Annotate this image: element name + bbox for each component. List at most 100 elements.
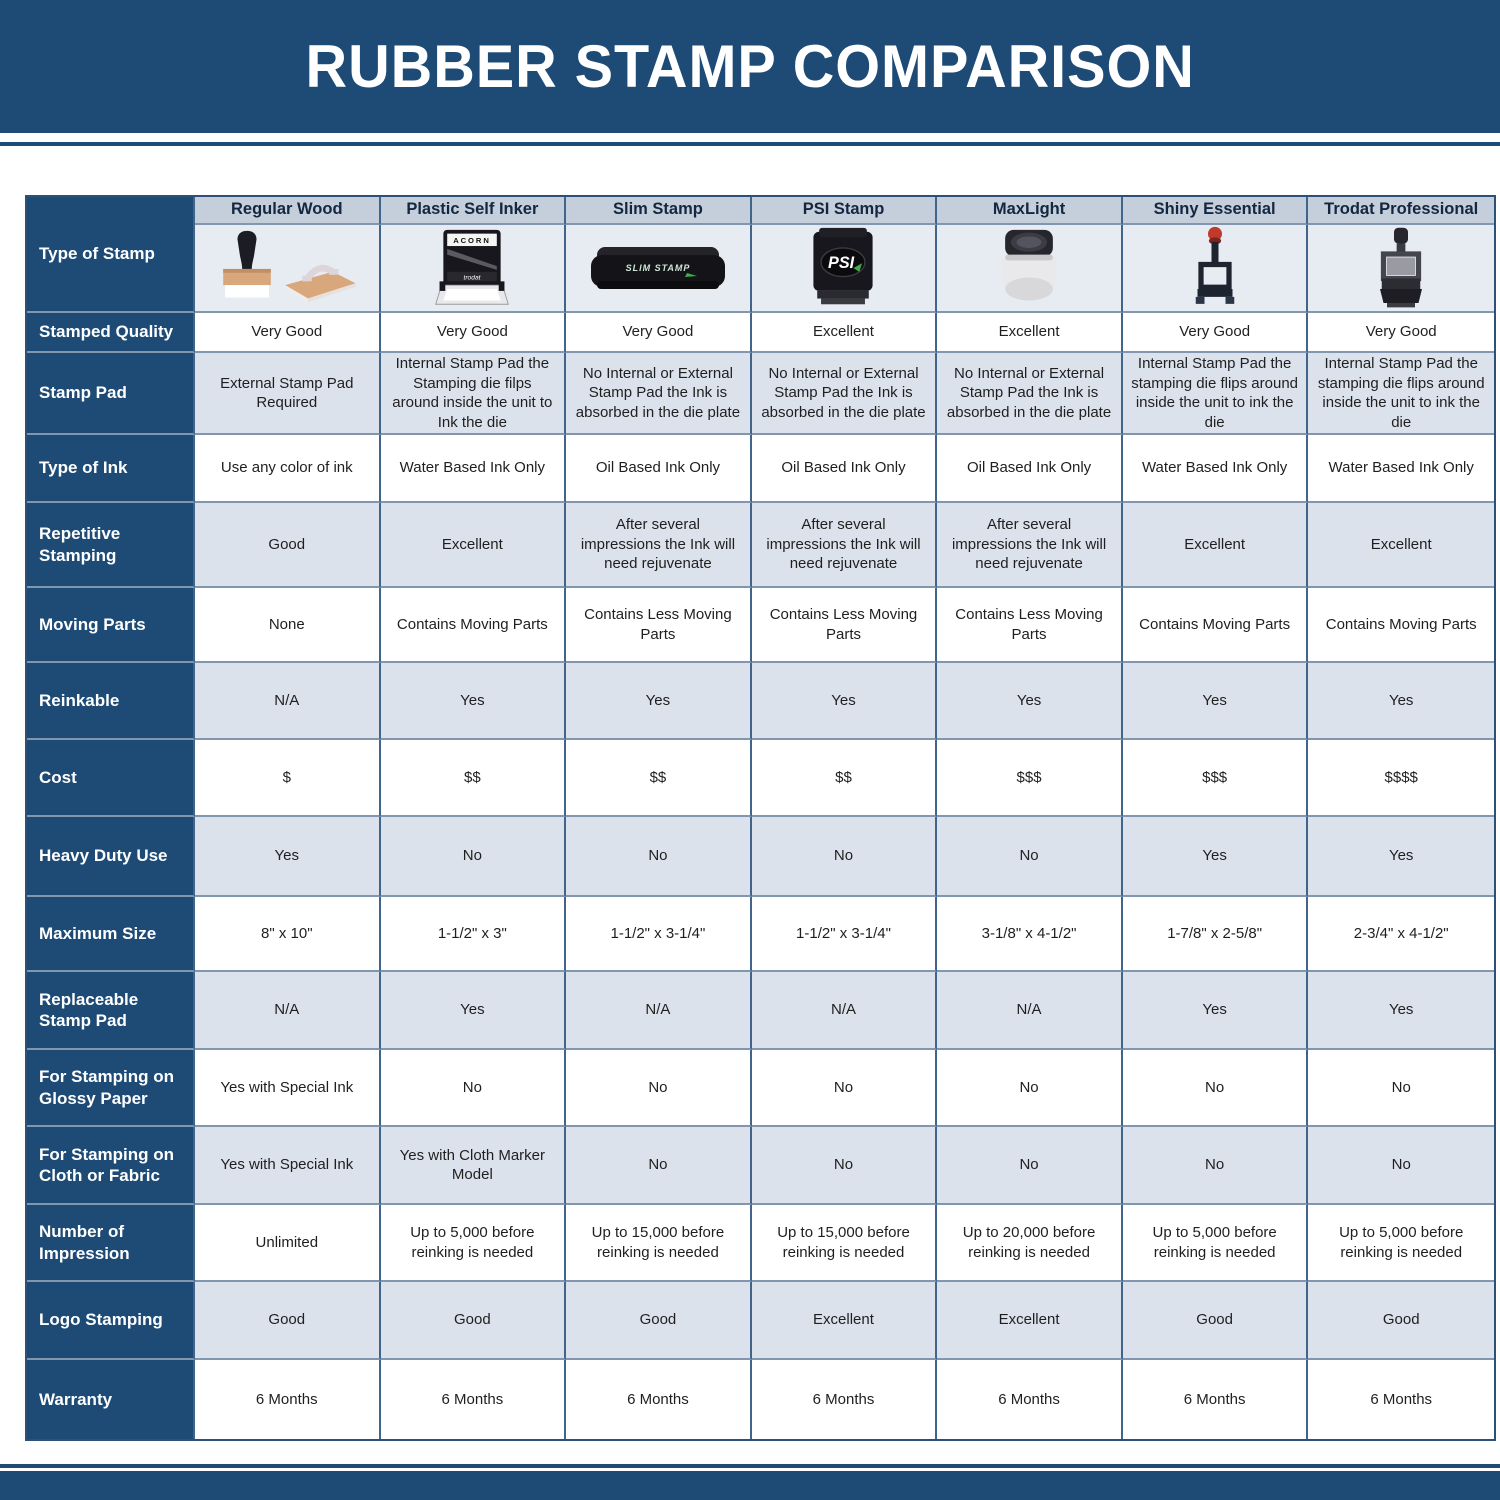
table-cell: Yes: [380, 972, 567, 1050]
row-label-type-of-stamp: Type of Stamp: [27, 197, 195, 313]
table-cell: 6 Months: [195, 1360, 381, 1439]
svg-text:SLIM STAMP: SLIM STAMP: [626, 263, 691, 273]
row-label-number-of-impression: Number of Impression: [27, 1205, 195, 1282]
table-cell: 6 Months: [937, 1360, 1123, 1439]
table-cell: $$: [566, 740, 752, 817]
table-cell: $$: [380, 740, 567, 817]
row-label-heavy-duty-use: Heavy Duty Use: [27, 817, 195, 897]
table-cell: Up to 15,000 before reinking is needed: [751, 1205, 938, 1282]
trodat-professional-stamp-image: [1308, 225, 1494, 313]
table-cell: 8" x 10": [195, 897, 381, 972]
row-label-cost: Cost: [27, 740, 195, 817]
psi-stamp-image: PSI: [751, 225, 938, 313]
table-cell: Yes: [566, 663, 752, 740]
table-cell: No Internal or External Stamp Pad the In…: [751, 353, 938, 435]
table-cell: Up to 5,000 before reinking is needed: [1122, 1205, 1309, 1282]
table-cell: N/A: [566, 972, 752, 1050]
table-cell: No Internal or External Stamp Pad the In…: [566, 353, 752, 435]
row-label-stamped-quality: Stamped Quality: [27, 313, 195, 353]
table-cell: Good: [195, 1282, 381, 1360]
table-cell: No: [1122, 1050, 1309, 1127]
row-label-reinkable: Reinkable: [27, 663, 195, 740]
table-cell: No: [566, 1127, 752, 1205]
table-cell: N/A: [751, 972, 938, 1050]
table-cell: No: [937, 1050, 1123, 1127]
table-cell: 2-3/4" x 4-1/2": [1308, 897, 1494, 972]
table-cell: Oil Based Ink Only: [937, 435, 1123, 503]
table-cell: Yes: [937, 663, 1123, 740]
table-cell: Yes with Cloth Marker Model: [380, 1127, 567, 1205]
table-cell: Internal Stamp Pad the stamping die flip…: [1308, 353, 1494, 435]
column-header-slim-stamp: Slim Stamp: [566, 197, 752, 225]
table-cell: Up to 15,000 before reinking is needed: [566, 1205, 752, 1282]
table-cell: 6 Months: [1122, 1360, 1309, 1439]
table-cell: No Internal or External Stamp Pad the In…: [937, 353, 1123, 435]
table-cell: 6 Months: [380, 1360, 567, 1439]
table-cell: Oil Based Ink Only: [751, 435, 938, 503]
table-cell: Water Based Ink Only: [380, 435, 567, 503]
table-cell: Very Good: [380, 313, 567, 353]
table-cell: Good: [195, 503, 381, 588]
table-cell: Yes: [1308, 663, 1494, 740]
column-header-plastic-self-inker: Plastic Self Inker: [380, 197, 567, 225]
table-cell: No: [566, 817, 752, 897]
table-cell: Water Based Ink Only: [1308, 435, 1494, 503]
table-cell: Yes: [1122, 817, 1309, 897]
row-label-stamp-pad: Stamp Pad: [27, 353, 195, 435]
table-cell: N/A: [937, 972, 1123, 1050]
table-cell: No: [751, 1127, 938, 1205]
table-cell: Contains Less Moving Parts: [566, 588, 752, 663]
table-cell: N/A: [195, 972, 381, 1050]
table-cell: Excellent: [1308, 503, 1494, 588]
table-cell: $$$: [1122, 740, 1309, 817]
table-cell: Yes: [1122, 972, 1309, 1050]
table-cell: Excellent: [751, 313, 938, 353]
column-header-shiny-essential: Shiny Essential: [1122, 197, 1309, 225]
table-cell: External Stamp Pad Required: [195, 353, 381, 435]
plastic-self-inker-stamp-image: ACORN trodat: [380, 225, 567, 313]
table-cell: Internal Stamp Pad the Stamping die filp…: [380, 353, 567, 435]
table-cell: $$$$: [1308, 740, 1494, 817]
table-cell: Contains Moving Parts: [1308, 588, 1494, 663]
table-cell: Yes: [1308, 817, 1494, 897]
table-cell: Excellent: [751, 1282, 938, 1360]
column-header-psi-stamp: PSI Stamp: [751, 197, 938, 225]
table-cell: Contains Moving Parts: [1122, 588, 1309, 663]
table-cell: 1-1/2" x 3-1/4": [751, 897, 938, 972]
table-cell: Good: [380, 1282, 567, 1360]
table-cell: Contains Moving Parts: [380, 588, 567, 663]
row-label-warranty: Warranty: [27, 1360, 195, 1439]
row-label-maximum-size: Maximum Size: [27, 897, 195, 972]
shiny-essential-stamp-image: [1122, 225, 1309, 313]
column-header-trodat-professional: Trodat Professional: [1308, 197, 1494, 225]
maxlight-stamp-icon: [1001, 229, 1057, 301]
page-title: RUBBER STAMP COMPARISON: [305, 33, 1195, 100]
table-cell: Good: [1308, 1282, 1494, 1360]
column-header-maxlight: MaxLight: [937, 197, 1123, 225]
table-cell: $: [195, 740, 381, 817]
table-cell: Yes: [1122, 663, 1309, 740]
table-cell: After several impressions the Ink will n…: [937, 503, 1123, 588]
table-cell: Yes: [195, 817, 381, 897]
table-cell: Use any color of ink: [195, 435, 381, 503]
regular-wood-stamp-image: [195, 225, 381, 313]
maxlight-stamp-image: [937, 225, 1123, 313]
table-cell: Yes with Special Ink: [195, 1050, 381, 1127]
plastic-self-inker-stamp-icon: ACORN trodat: [435, 229, 510, 305]
slim-stamp-icon: SLIM STAMP: [590, 247, 725, 289]
table-cell: Up to 20,000 before reinking is needed: [937, 1205, 1123, 1282]
header-band: RUBBER STAMP COMPARISON: [0, 0, 1500, 133]
table-cell: 1-1/2" x 3-1/4": [566, 897, 752, 972]
table-cell: Yes: [751, 663, 938, 740]
table-cell: Unlimited: [195, 1205, 381, 1282]
table-cell: No: [1308, 1050, 1494, 1127]
table-cell: N/A: [195, 663, 381, 740]
table-cell: Water Based Ink Only: [1122, 435, 1309, 503]
table-cell: Internal Stamp Pad the stamping die flip…: [1122, 353, 1309, 435]
table-cell: Oil Based Ink Only: [566, 435, 752, 503]
table-cell: $$$: [937, 740, 1123, 817]
header-divider: [0, 142, 1500, 146]
row-label-type-of-ink: Type of Ink: [27, 435, 195, 503]
table-cell: Up to 5,000 before reinking is needed: [1308, 1205, 1494, 1282]
table-cell: 1-1/2" x 3": [380, 897, 567, 972]
